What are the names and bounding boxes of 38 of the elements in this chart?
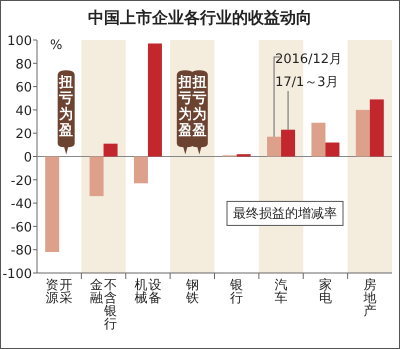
- callout: 扭亏为盈: [58, 70, 75, 154]
- chart-title: 中国上市企业各行业的收益动向: [88, 8, 312, 27]
- y-tick-label: -60: [10, 220, 32, 236]
- y-tick-label: 100: [7, 34, 32, 49]
- x-tick-label: 金融不含银行: [90, 278, 118, 332]
- annotation: 最终损益的增减率: [233, 205, 337, 222]
- x-tick-label: 机械设备: [134, 278, 162, 306]
- bar: [267, 136, 282, 156]
- bar: [325, 142, 340, 156]
- y-tick-label: 20: [15, 127, 32, 142]
- x-tick-label: 钢铁: [184, 278, 199, 306]
- x-tick-label: 资源开采: [46, 278, 73, 306]
- bar: [45, 156, 60, 252]
- y-tick-label: 60: [15, 80, 32, 96]
- x-tick-label: 汽车: [274, 278, 288, 306]
- annotation: 扭亏为盈: [58, 74, 74, 138]
- x-tick-label: 房地产: [362, 277, 376, 319]
- x-tick-label: 家电: [318, 277, 332, 306]
- annotation: 扭亏为盈: [191, 74, 206, 138]
- bar: [281, 130, 296, 156]
- bar: [370, 99, 384, 156]
- y-tick-label: -20: [10, 174, 32, 189]
- y-axis-title: %: [50, 38, 62, 53]
- y-tick-label: 80: [15, 57, 32, 72]
- y-tick-label: 0: [24, 150, 32, 166]
- bar: [356, 110, 370, 156]
- bar: [311, 122, 326, 156]
- bar: [90, 156, 104, 196]
- y-tick-label: -100: [2, 267, 32, 282]
- bar: [104, 144, 118, 156]
- y-tick-label: 40: [15, 104, 32, 119]
- bar: [134, 156, 148, 184]
- text: 2016/12月: [275, 52, 342, 67]
- x-tick-label: 银行: [229, 278, 244, 306]
- y-tick-label: -40: [10, 197, 32, 212]
- text: 17/1～3月: [275, 75, 339, 90]
- y-tick-label: -80: [10, 244, 32, 259]
- bar: [148, 43, 162, 156]
